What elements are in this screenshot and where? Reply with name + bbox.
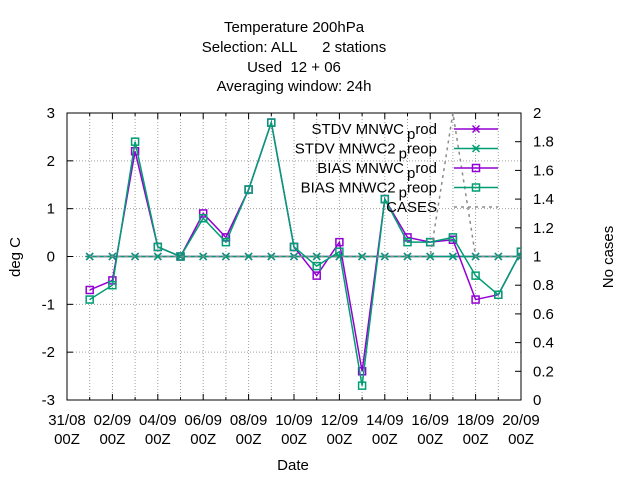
data-point — [130, 147, 140, 156]
x-tick-label: 14/09 — [366, 412, 404, 429]
data-point — [471, 144, 481, 153]
marker-stroke — [516, 252, 521, 258]
x-tick-label: 12/09 — [321, 412, 359, 429]
y2-tick-label: 0.8 — [533, 277, 554, 294]
series-line — [89, 113, 521, 258]
y2-tick-label: 1 — [533, 249, 541, 266]
data-point — [335, 237, 344, 247]
x-tick-label-time: 00Z — [463, 431, 489, 448]
data-point — [471, 295, 480, 304]
data-point — [471, 271, 480, 280]
data-point — [357, 381, 367, 390]
y-tick-label: 1 — [47, 201, 55, 218]
data-point — [153, 242, 163, 252]
x-tick-label-time: 00Z — [281, 431, 307, 448]
y-tick-label: -2 — [42, 344, 55, 361]
data-point — [448, 233, 458, 242]
y2-tick-label: 2 — [533, 105, 541, 122]
marker-stroke — [516, 255, 521, 261]
data-point — [85, 295, 94, 304]
y-tick-label: 2 — [47, 153, 55, 170]
y2-tick-label: 1.4 — [533, 191, 554, 208]
y2-tick-label: 1.6 — [533, 162, 554, 179]
data-point — [494, 290, 503, 300]
x-tick-label-time: 00Z — [326, 431, 352, 448]
legend-label: BIAS MNWC2 preop — [301, 180, 437, 202]
x-tick-label-time: 00Z — [99, 431, 125, 448]
x-tick-label: 31/08 — [48, 412, 86, 429]
data-point — [516, 247, 521, 256]
x-tick-label-time: 00Z — [236, 431, 262, 448]
y2-tick-label: 1.2 — [533, 220, 554, 237]
data-point — [357, 367, 367, 376]
legend-entry: CASES — [386, 199, 498, 216]
data-point — [176, 252, 185, 261]
title-line-1: Temperature 200hPa — [224, 19, 365, 36]
x-tick-label: 10/09 — [275, 412, 313, 429]
data-point — [471, 183, 481, 192]
series-layer — [85, 113, 521, 390]
legend-entry: BIAS MNWC prod — [317, 160, 498, 182]
data-point — [380, 194, 390, 204]
data-point — [448, 252, 457, 261]
legend-label: STDV MNWC2 preop — [295, 141, 437, 163]
series-4 — [89, 113, 521, 258]
title-line-2: Selection: ALL 2 stations — [202, 39, 387, 56]
data-point — [312, 271, 321, 280]
chart-title: Temperature 200hPa Selection: ALL 2 stat… — [202, 19, 387, 95]
title-line-4: Averaging window: 24h — [217, 78, 372, 95]
x-tick-label: 04/09 — [139, 412, 177, 429]
x-tick-label: 20/09 — [502, 412, 540, 429]
data-point — [403, 237, 412, 247]
legend-label: BIAS MNWC prod — [317, 160, 437, 182]
y2-axis-label: No cases — [600, 226, 617, 289]
y2-tick-label: 0.4 — [533, 335, 554, 352]
x-tick-label: 16/09 — [411, 412, 449, 429]
data-point — [312, 261, 321, 271]
y2-tick-label: 1.8 — [533, 134, 554, 151]
title-line-3: Used 12 + 06 — [247, 59, 341, 76]
legend-label: STDV MNWC prod — [311, 121, 437, 143]
data-point — [267, 118, 276, 127]
data-point — [198, 213, 208, 223]
data-point — [335, 247, 344, 256]
y-tick-label: -3 — [42, 392, 55, 409]
y2-tick-label: 0 — [533, 392, 541, 409]
x-tick-label-time: 00Z — [54, 431, 80, 448]
x-tick-label: 02/09 — [94, 412, 132, 429]
x-tick-label-time: 00Z — [417, 431, 443, 448]
y-tick-label: 3 — [47, 105, 55, 122]
legend-entry: STDV MNWC2 preop — [295, 141, 498, 163]
y2-tick-label: 0.6 — [533, 306, 554, 323]
data-point — [198, 209, 208, 218]
x-tick-label: 06/09 — [184, 412, 222, 429]
x-tick-label-time: 00Z — [372, 431, 398, 448]
x-tick-label: 08/09 — [230, 412, 268, 429]
x-tick-label-time: 00Z — [190, 431, 216, 448]
x-tick-label-time: 00Z — [508, 431, 534, 448]
data-point — [221, 237, 231, 247]
legend-entry: STDV MNWC prod — [311, 121, 498, 143]
legend-entry: BIAS MNWC2 preop — [301, 180, 498, 202]
data-point — [244, 185, 253, 194]
data-point — [425, 237, 435, 247]
legend-label: CASES — [386, 199, 437, 216]
x-axis-label: Date — [277, 457, 309, 474]
data-point — [289, 242, 299, 252]
x-tick-label: 18/09 — [457, 412, 495, 429]
y-tick-label: -1 — [42, 296, 55, 313]
axes: -3 -2 -1 0 1 2 3 0 0.2 0.4 0.6 0.8 1 1.2 1.4 1.6 1.8 2 31/… — [42, 105, 554, 448]
y2-tick-label: 0.2 — [533, 363, 554, 380]
data-point — [85, 285, 94, 295]
data-point — [108, 280, 117, 290]
x-tick-label-time: 00Z — [145, 431, 171, 448]
data-point — [471, 163, 481, 173]
data-point — [130, 137, 140, 146]
y-tick-label: 0 — [47, 249, 55, 266]
series-3 — [85, 118, 521, 390]
y-axis-label: deg C — [7, 237, 24, 277]
data-point — [471, 124, 481, 134]
